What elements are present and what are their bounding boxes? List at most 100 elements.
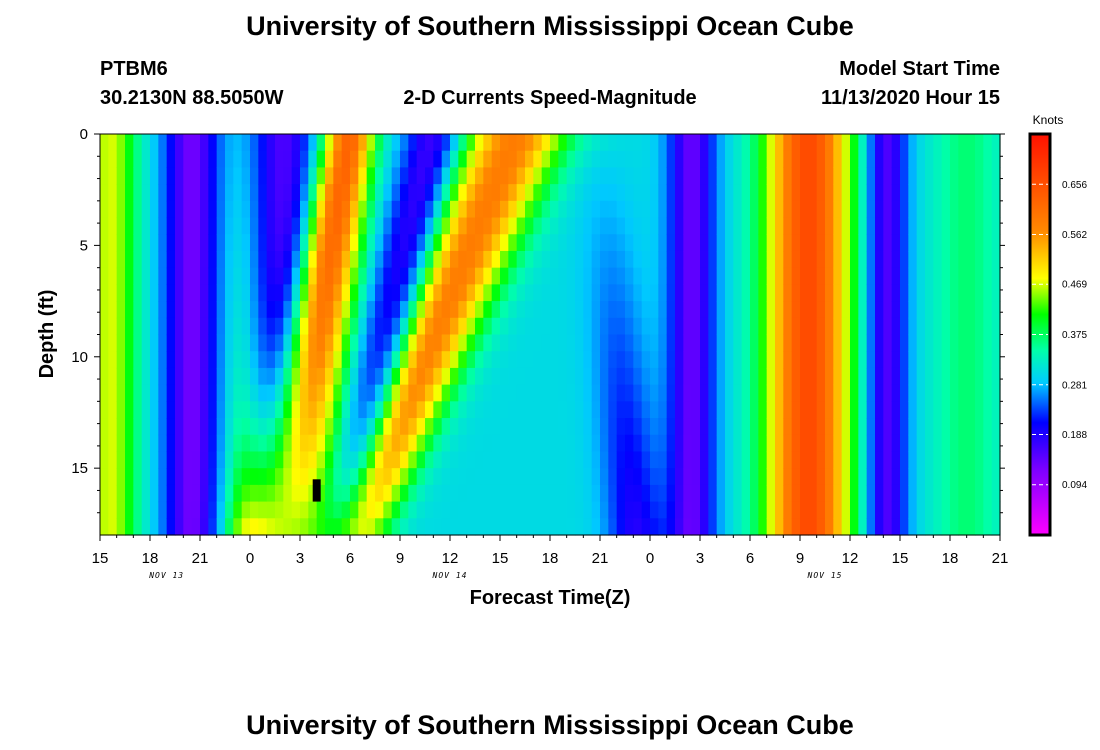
heatmap-cell [525, 317, 534, 336]
date-label: NOV 13 [148, 571, 184, 580]
heatmap-cell [933, 267, 943, 285]
heatmap-cell [150, 167, 159, 185]
heatmap-cell [416, 317, 426, 336]
heatmap-cell [550, 351, 559, 369]
heatmap-cell [266, 217, 276, 235]
heatmap-cell [983, 367, 993, 386]
heatmap-cell [425, 134, 434, 152]
heatmap-cell [433, 200, 443, 219]
heatmap-cell [550, 334, 559, 352]
heatmap-cell [641, 384, 651, 402]
heatmap-cell [341, 267, 351, 285]
heatmap-cell [483, 451, 493, 469]
heatmap-cell [750, 401, 759, 419]
heatmap-cell [175, 367, 184, 386]
heatmap-cell [550, 451, 559, 469]
heatmap-cell [683, 284, 693, 302]
heatmap-cell [550, 434, 559, 453]
heatmap-cell [208, 317, 218, 336]
heatmap-cell [566, 150, 576, 169]
heatmap-cell [425, 184, 434, 202]
heatmap-cell [825, 150, 834, 169]
heatmap-cell [100, 200, 109, 219]
heatmap-cell [400, 200, 409, 219]
heatmap-cell [883, 234, 893, 252]
heatmap-cell [958, 484, 968, 503]
heatmap-cell [266, 367, 276, 386]
heatmap-cell [950, 518, 959, 536]
heatmap-cell [208, 200, 218, 219]
heatmap-cell [891, 301, 901, 319]
heatmap-cell [833, 284, 843, 302]
heatmap-cell [308, 234, 318, 252]
heatmap-cell [883, 301, 893, 319]
heatmap-cell [291, 167, 301, 185]
heatmap-cell [241, 451, 251, 469]
heatmap-cell [725, 334, 734, 352]
heatmap-cell [700, 200, 709, 219]
heatmap-cell [650, 150, 659, 169]
heatmap-cell [375, 134, 384, 152]
heatmap-cell [433, 351, 443, 369]
heatmap-cell [625, 418, 634, 436]
heatmap-cell [341, 234, 351, 252]
heatmap-cell [766, 200, 776, 219]
heatmap-cell [391, 434, 401, 453]
heatmap-cell [691, 451, 701, 469]
heatmap-cell [450, 317, 459, 336]
heatmap-cell [733, 150, 743, 169]
heatmap-cell [600, 434, 609, 453]
heatmap-cell [483, 384, 493, 402]
heatmap-cell [216, 167, 226, 185]
heatmap-cell [116, 284, 126, 302]
heatmap-cell [708, 134, 718, 152]
heatmap-cell [100, 334, 109, 352]
heatmap-cell [183, 484, 193, 503]
heatmap-cell [891, 284, 901, 302]
heatmap-cell [691, 434, 701, 453]
heatmap-cell [850, 317, 859, 336]
heatmap-cell [991, 234, 1001, 252]
heatmap-cell [616, 200, 626, 219]
heatmap-cell [183, 434, 193, 453]
heatmap-cell [191, 184, 201, 202]
heatmap-cell [583, 267, 593, 285]
heatmap-cell [991, 501, 1001, 519]
heatmap-cell [975, 518, 984, 536]
heatmap-cell [658, 518, 668, 536]
heatmap-cell [116, 468, 126, 486]
heatmap-cell [675, 200, 684, 219]
heatmap-cell [333, 267, 343, 285]
heatmap-cell [233, 284, 243, 302]
heatmap-cell [375, 501, 384, 519]
heatmap-cell [325, 184, 334, 202]
heatmap-cell [475, 184, 484, 202]
heatmap-cell [233, 484, 243, 503]
heatmap-cell [775, 284, 784, 302]
heatmap-cell [758, 434, 768, 453]
heatmap-cell [575, 250, 584, 269]
heatmap-cell [566, 167, 576, 185]
heatmap-cell [225, 518, 234, 536]
heatmap-cell [225, 284, 234, 302]
heatmap-cell [758, 267, 768, 285]
heatmap-cell [391, 468, 401, 486]
heatmap-cell [441, 334, 451, 352]
heatmap-cell [725, 351, 734, 369]
heatmap-cell [541, 434, 551, 453]
heatmap-cell [383, 134, 393, 152]
heatmap-cell [233, 267, 243, 285]
heatmap-cell [700, 367, 709, 386]
heatmap-cell [700, 234, 709, 252]
heatmap-cell [191, 451, 201, 469]
heatmap-cell [400, 484, 409, 503]
heatmap-cell [233, 167, 243, 185]
heatmap-cell [633, 284, 643, 302]
heatmap-cell [375, 401, 384, 419]
heatmap-cell [250, 451, 259, 469]
heatmap-cell [500, 401, 509, 419]
heatmap-cell [416, 284, 426, 302]
heatmap-cell [358, 418, 368, 436]
heatmap-cell [208, 384, 218, 402]
